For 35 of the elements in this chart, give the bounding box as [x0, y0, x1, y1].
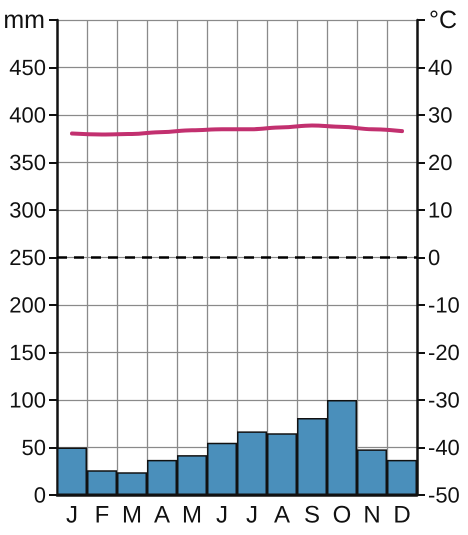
- x-tick-label: A: [274, 502, 290, 528]
- y-tick-label: 50: [22, 435, 46, 460]
- x-tick-label: J: [246, 502, 258, 528]
- x-tick-label: M: [182, 502, 202, 528]
- y-axis-title: mm: [3, 6, 45, 34]
- line-series: [70, 123, 404, 136]
- y2-tick-label: -20: [428, 340, 460, 365]
- x-tick-label: J: [66, 502, 78, 528]
- y2-tick-label: -40: [428, 435, 460, 460]
- y-tick-label: 300: [9, 198, 46, 222]
- y-tick-label: 100: [9, 388, 46, 412]
- y-tick-label: 400: [9, 102, 46, 128]
- y2-tick-label: -30: [428, 388, 460, 412]
- x-tick-label: M: [122, 502, 142, 528]
- y2-tick-label: 20: [428, 150, 452, 175]
- y2-tick-label: -50: [428, 482, 460, 508]
- y2-tick-label: 30: [428, 102, 452, 128]
- y2-tick-label: 0: [428, 245, 440, 270]
- x-tick-label: N: [363, 502, 381, 528]
- x-tick-label: F: [94, 502, 110, 528]
- y2-tick-label: 40: [428, 55, 452, 80]
- y-tick-label: 250: [9, 245, 46, 270]
- y-tick-label: 450: [9, 55, 46, 80]
- y-tick-label: 150: [9, 340, 46, 365]
- y-tick-label: 350: [9, 150, 46, 175]
- x-tick-label: J: [216, 502, 228, 528]
- y2-tick-label: -10: [428, 292, 460, 318]
- x-tick-label: D: [393, 502, 411, 528]
- y-tick-label: 0: [34, 482, 46, 508]
- x-tick-label: A: [154, 502, 170, 528]
- x-tick-label: S: [304, 502, 320, 528]
- y-tick-label: 200: [9, 292, 46, 318]
- x-tick-label: O: [332, 502, 352, 528]
- y2-axis-title: °C: [429, 6, 458, 34]
- y2-tick-label: 10: [428, 198, 452, 222]
